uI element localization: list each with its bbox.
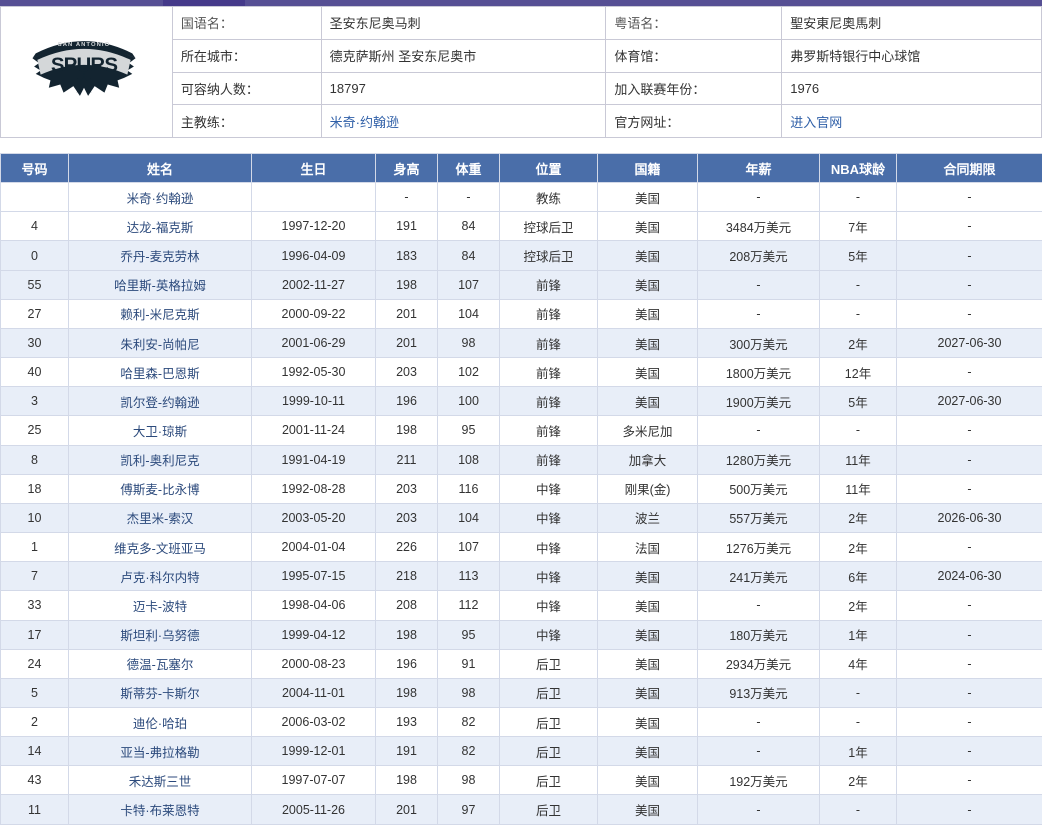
svg-text:SAN ANTONIO: SAN ANTONIO	[58, 42, 110, 48]
svg-text:SPURS: SPURS	[51, 53, 118, 76]
